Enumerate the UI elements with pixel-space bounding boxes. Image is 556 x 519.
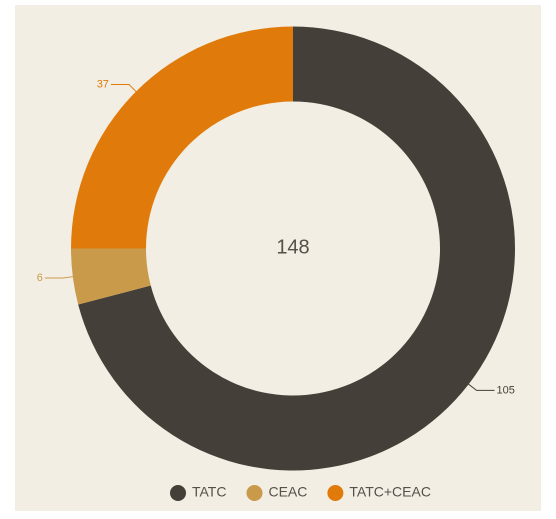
- legend-label: TATC: [192, 484, 226, 500]
- leader-line: [465, 381, 495, 391]
- data-label: 105: [497, 384, 515, 396]
- donut-slice: [78, 26, 516, 471]
- leader-line: [44, 275, 77, 279]
- leader-line: [110, 83, 140, 95]
- data-label: 6: [37, 272, 43, 284]
- center-total: 148: [276, 236, 309, 258]
- donut-slice: [71, 26, 293, 249]
- legend-swatch: [327, 485, 344, 501]
- legend-label: CEAC: [268, 484, 307, 500]
- data-label: 37: [97, 78, 109, 90]
- donut-slice: [71, 248, 151, 305]
- legend-label: TATC+CEAC: [349, 484, 431, 500]
- legend-swatch: [170, 485, 186, 501]
- legend-swatch: [246, 485, 263, 501]
